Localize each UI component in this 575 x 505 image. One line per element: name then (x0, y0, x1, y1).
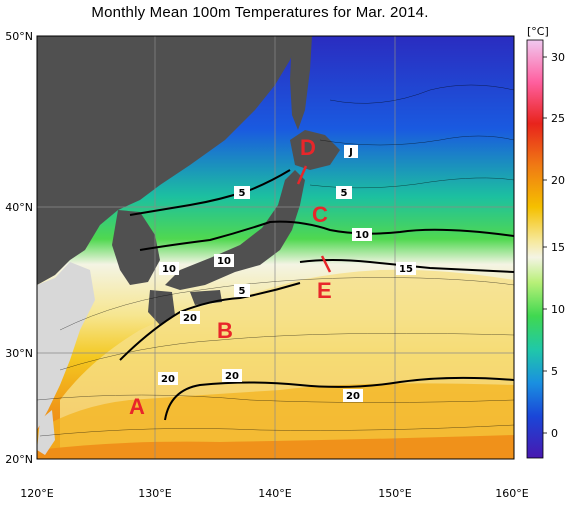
land-china (37, 262, 95, 430)
colorbar-tick: 15 (551, 241, 565, 254)
colorbar-tick: 10 (551, 303, 565, 316)
contour-label: 20 (161, 374, 175, 385)
map-title: Monthly Mean 100m Temperatures for Mar. … (91, 4, 429, 21)
land-hokkaido (290, 130, 340, 170)
lon-tick-label: 150°E (378, 487, 411, 500)
contour-label: 15 (399, 264, 413, 275)
colorbar-tick: 30 (551, 51, 565, 64)
colorbar-tick: 5 (551, 365, 558, 378)
region-label-a: A (129, 394, 145, 419)
region-label-e: E (317, 278, 332, 303)
colorbar-unit: [°C] (527, 25, 549, 38)
land-taiwan (37, 410, 55, 455)
colorbar: [°C] 30 25 20 15 10 5 0 (526, 25, 565, 459)
contour-label: 20 (225, 371, 239, 382)
region-label-d: D (300, 135, 316, 160)
contour-label: 20 (183, 313, 197, 324)
colorbar-tick: 0 (551, 427, 558, 440)
contour-label: 5 (239, 286, 246, 297)
land-korea (112, 210, 160, 285)
land-sakhalin (290, 36, 312, 130)
colorbar-tick: 20 (551, 174, 565, 187)
lat-tick-label: 30°N (5, 347, 33, 360)
lat-tick-label: 50°N (5, 30, 33, 43)
region-label-c: C (312, 202, 328, 227)
lon-tick-label: 140°E (258, 487, 291, 500)
contour-label: 10 (162, 264, 176, 275)
lon-tick-label: 130°E (138, 487, 171, 500)
colorbar-tick: 25 (551, 112, 565, 125)
contour-label: 20 (346, 391, 360, 402)
lat-tick-label: 40°N (5, 201, 33, 214)
contour-label: 5 (341, 188, 348, 199)
lat-tick-label: 20°N (5, 453, 33, 466)
land-continent (37, 36, 300, 285)
contour-label: 10 (355, 230, 369, 241)
contour-label: 5 (239, 188, 246, 199)
lon-tick-label: 160°E (495, 487, 528, 500)
land-honshu (165, 170, 305, 290)
lon-tick-label: 120°E (20, 487, 53, 500)
contour-label: J (348, 147, 353, 158)
contour-label: 10 (217, 256, 231, 267)
region-label-b: B (217, 318, 233, 343)
